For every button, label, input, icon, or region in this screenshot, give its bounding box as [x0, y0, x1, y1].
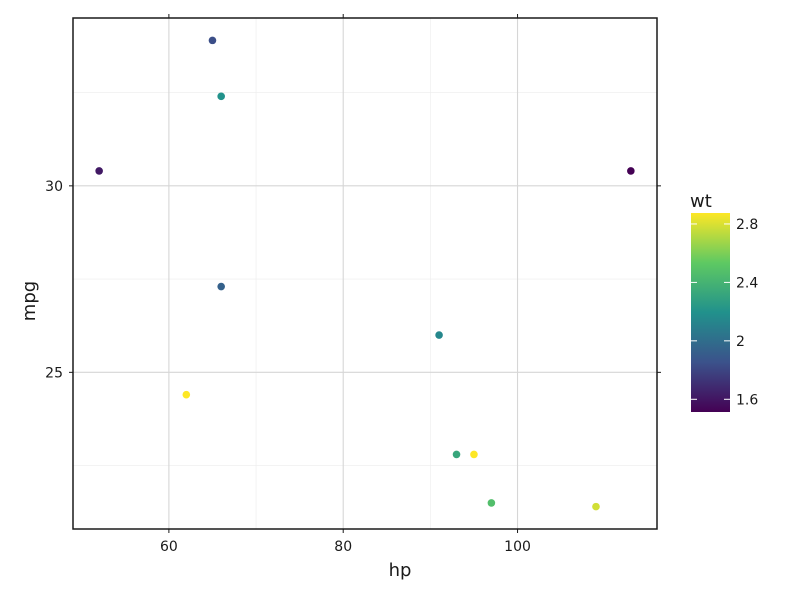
x-tick-label: 80 [334, 539, 352, 555]
y-axis-title: mpg [19, 281, 40, 321]
colorbar-ticks: 1.6 2 2.4 2.8 [691, 217, 758, 408]
data-point [470, 450, 478, 459]
axis-ticks: 60 80 100 25 30 [45, 14, 661, 555]
colorbar-tick-label: 2.4 [736, 275, 758, 291]
colorbar-tick-label: 2.8 [736, 217, 758, 233]
data-point [592, 502, 600, 511]
colorbar-tick-label: 2 [736, 334, 745, 350]
colorbar-tick-label: 1.6 [736, 392, 758, 408]
data-point [182, 390, 191, 399]
major-gridlines [73, 18, 657, 529]
data-point [487, 499, 496, 507]
x-tick-label: 60 [160, 539, 178, 555]
data-point [627, 167, 635, 175]
data-point [452, 450, 461, 459]
colorbar-legend: wt 1.6 2 2.4 2.8 [690, 191, 758, 412]
data-point [208, 36, 217, 45]
minor-gridlines [73, 18, 657, 529]
colorbar [691, 213, 730, 412]
x-axis-title: hp [389, 560, 412, 581]
x-tick-label: 100 [504, 539, 531, 555]
data-point [435, 331, 443, 339]
y-tick-label: 25 [45, 365, 63, 381]
legend-title: wt [690, 191, 712, 212]
data-points [95, 36, 635, 511]
data-point [95, 167, 103, 175]
y-tick-label: 30 [45, 179, 63, 195]
data-point [217, 92, 225, 101]
data-point [217, 282, 225, 291]
plot-panel-border [72, 17, 658, 530]
